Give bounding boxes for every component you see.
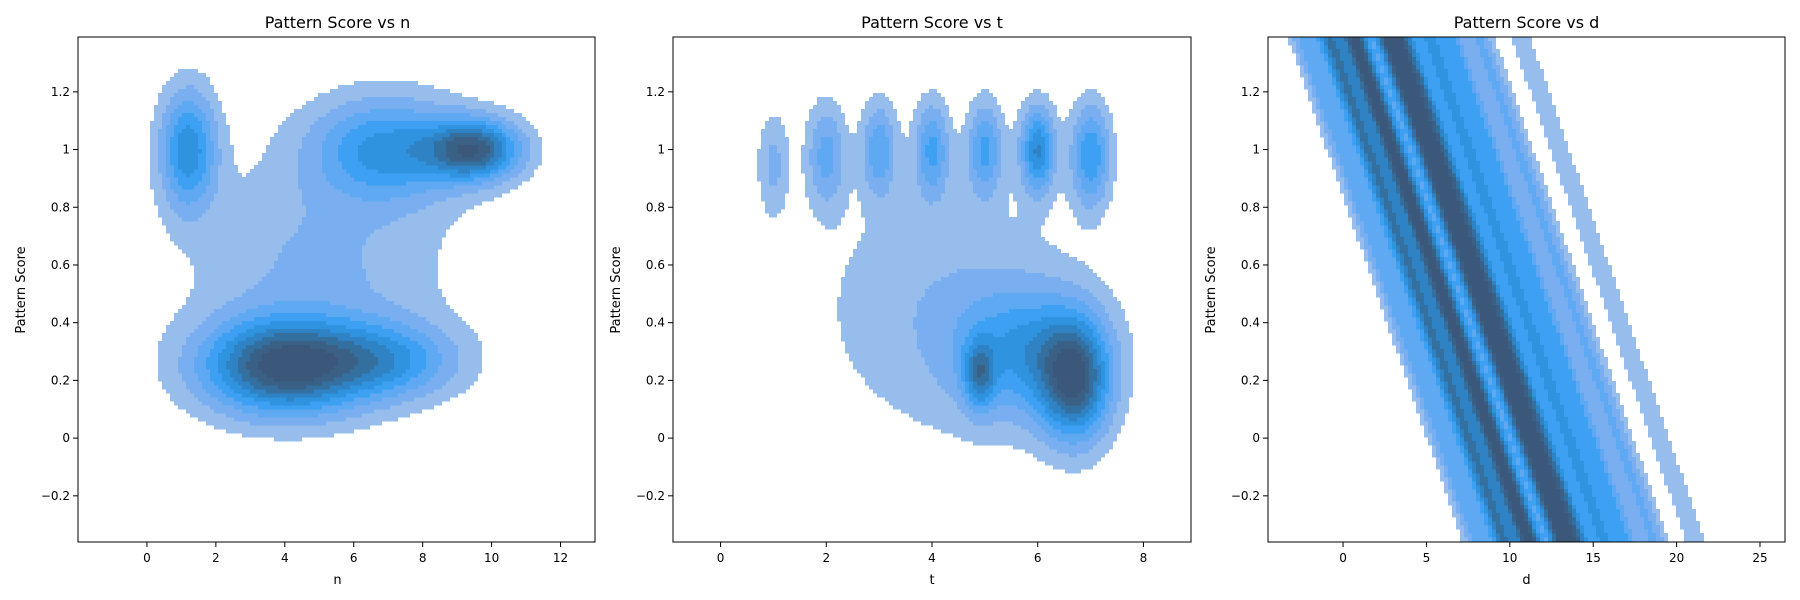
x-tick-label: 8 bbox=[1140, 551, 1148, 565]
x-tick-label: 6 bbox=[350, 551, 358, 565]
subplot-title: Pattern Score vs d bbox=[1454, 13, 1600, 32]
x-tick-label: 10 bbox=[1502, 551, 1517, 565]
y-tick-label: 0.4 bbox=[1241, 316, 1260, 330]
y-tick-label: 0 bbox=[657, 431, 665, 445]
density-level-9 bbox=[1352, 37, 1576, 542]
x-tick-label: 2 bbox=[822, 551, 830, 565]
y-axis-label: Pattern Score bbox=[14, 246, 29, 333]
x-axis-label: t bbox=[929, 573, 934, 588]
x-tick-label: 5 bbox=[1423, 551, 1431, 565]
y-tick-label: 0.8 bbox=[1241, 200, 1260, 214]
subplot-title: Pattern Score vs n bbox=[265, 13, 411, 32]
x-tick-label: 6 bbox=[1034, 551, 1042, 565]
kde-fill bbox=[150, 69, 542, 442]
kde-fill bbox=[1288, 37, 1704, 542]
y-tick-label: 1.2 bbox=[51, 85, 70, 99]
y-tick-label: 0 bbox=[1252, 431, 1260, 445]
y-axis-label: Pattern Score bbox=[609, 246, 624, 333]
x-tick-label: 25 bbox=[1752, 551, 1767, 565]
subplot-n: Pattern Score vs n n Pattern Score 0 2 4 6 8… bbox=[14, 13, 596, 588]
x-tick-label: 10 bbox=[484, 551, 499, 565]
y-tick-label: 1.2 bbox=[1241, 85, 1260, 99]
y-tick-label: 1 bbox=[1252, 143, 1260, 157]
x-tick-label: 4 bbox=[928, 551, 936, 565]
y-tick-label: 0.8 bbox=[646, 200, 665, 214]
x-tick-label: 8 bbox=[419, 551, 427, 565]
y-axis-label: Pattern Score bbox=[1204, 246, 1219, 333]
y-tick-label: −0.2 bbox=[41, 489, 70, 503]
subplot-d: Pattern Score vs d d Pattern Score 0 5 10 1… bbox=[1204, 13, 1786, 588]
density-level-9 bbox=[258, 145, 478, 382]
x-tick-label: 4 bbox=[281, 551, 289, 565]
y-tick-label: 0.2 bbox=[1241, 373, 1260, 387]
x-tick-label: 20 bbox=[1669, 551, 1684, 565]
kde-fill bbox=[757, 89, 1133, 474]
density-level-9 bbox=[1053, 349, 1085, 398]
x-tick-label: 0 bbox=[143, 551, 151, 565]
axes-frame bbox=[77, 36, 596, 543]
y-tick-label: 0.2 bbox=[646, 373, 665, 387]
y-tick-label: 0.6 bbox=[1241, 258, 1260, 272]
axes-frame bbox=[1267, 36, 1786, 543]
y-tick-label: 0.4 bbox=[51, 316, 70, 330]
x-tick-label: 12 bbox=[553, 551, 568, 565]
x-axis-label: n bbox=[333, 573, 341, 588]
y-tick-label: −0.2 bbox=[636, 489, 665, 503]
x-axis-label: d bbox=[1522, 573, 1530, 588]
y-tick-label: 0.6 bbox=[646, 258, 665, 272]
y-tick-label: 1 bbox=[62, 143, 70, 157]
y-tick-label: 0.8 bbox=[51, 200, 70, 214]
y-tick-label: 0.4 bbox=[646, 316, 665, 330]
y-tick-label: 1.2 bbox=[646, 85, 665, 99]
x-tick-label: 2 bbox=[212, 551, 220, 565]
subplot-title: Pattern Score vs t bbox=[861, 13, 1003, 32]
x-tick-label: 15 bbox=[1586, 551, 1601, 565]
x-tick-label: 0 bbox=[1339, 551, 1347, 565]
y-tick-label: 0 bbox=[62, 431, 70, 445]
y-tick-label: 0.2 bbox=[51, 373, 70, 387]
y-tick-label: −0.2 bbox=[1231, 489, 1260, 503]
y-tick-label: 1 bbox=[657, 143, 665, 157]
x-tick-label: 0 bbox=[717, 551, 725, 565]
y-tick-label: 0.6 bbox=[51, 258, 70, 272]
subplot-t: Pattern Score vs t t Pattern Score 0 2 4 6 8… bbox=[609, 13, 1192, 588]
